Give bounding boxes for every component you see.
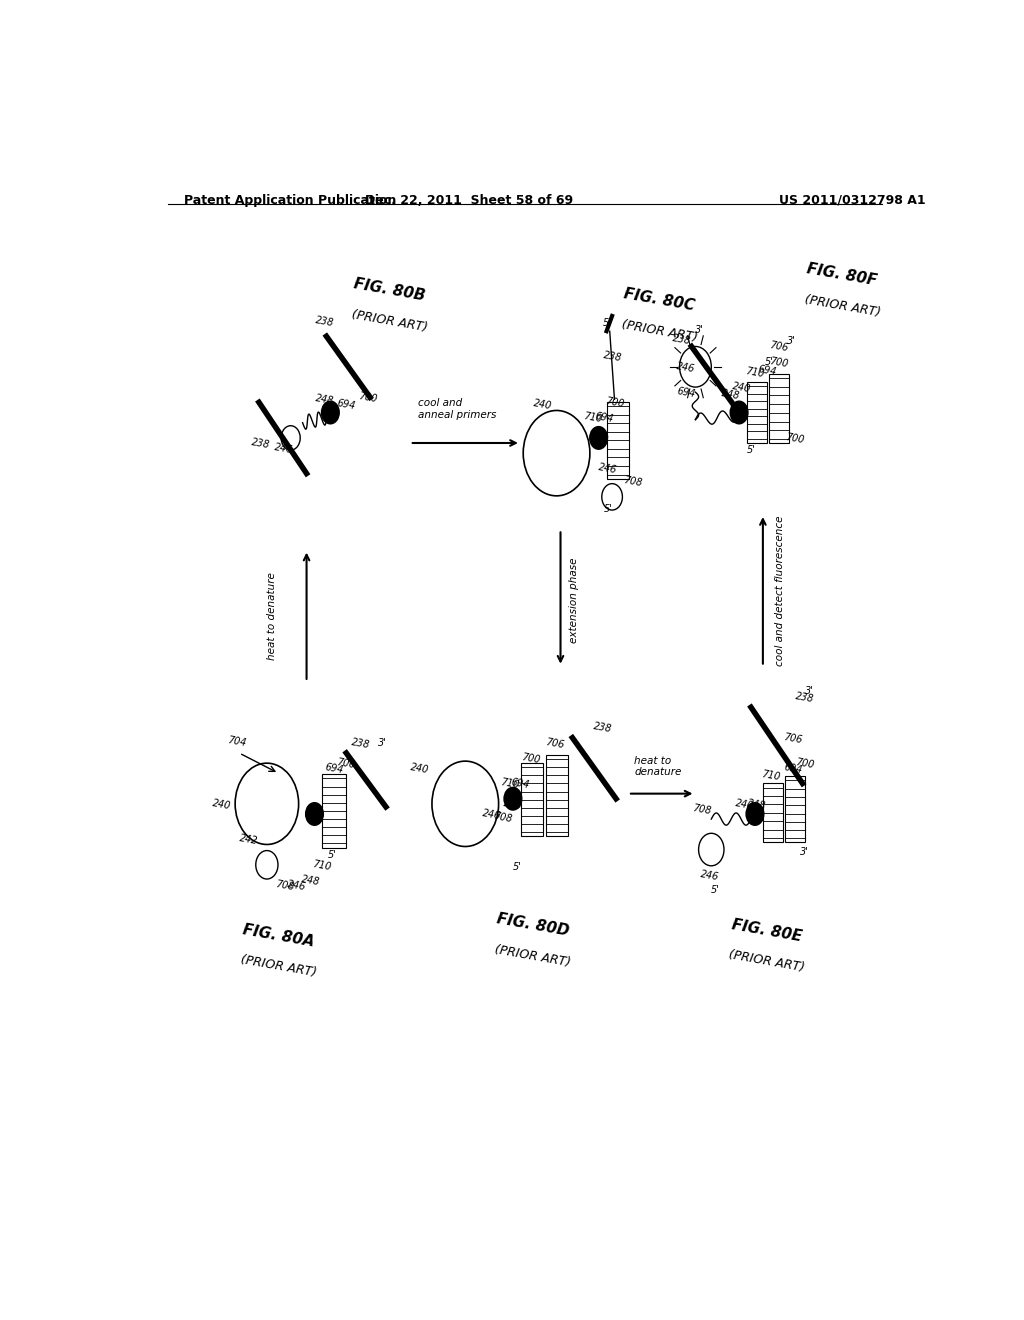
Text: 3': 3' — [378, 738, 387, 748]
Text: 5': 5' — [765, 356, 774, 367]
Text: 710: 710 — [744, 366, 765, 379]
Text: 694: 694 — [758, 364, 777, 378]
Text: 694: 694 — [324, 762, 344, 775]
Text: FIG. 80C: FIG. 80C — [623, 286, 696, 314]
Text: 700: 700 — [768, 355, 788, 368]
Text: 240: 240 — [731, 381, 752, 395]
Text: 3': 3' — [805, 686, 814, 696]
Circle shape — [306, 803, 324, 825]
Text: 3': 3' — [695, 325, 705, 335]
Text: 710: 710 — [312, 859, 333, 873]
Text: Dec. 22, 2011  Sheet 58 of 69: Dec. 22, 2011 Sheet 58 of 69 — [366, 194, 573, 207]
Text: 246: 246 — [287, 879, 307, 892]
Text: 240: 240 — [532, 399, 553, 412]
Text: 5': 5' — [712, 886, 720, 895]
Text: extension phase: extension phase — [569, 558, 580, 643]
Circle shape — [730, 401, 748, 424]
Text: 238: 238 — [795, 692, 815, 704]
Text: 5': 5' — [748, 445, 756, 455]
Text: 240: 240 — [211, 797, 231, 810]
FancyBboxPatch shape — [748, 381, 767, 444]
Text: 3': 3' — [786, 337, 796, 346]
Text: 240: 240 — [410, 762, 430, 775]
Text: 248: 248 — [503, 797, 523, 810]
Text: 248: 248 — [301, 874, 322, 887]
Text: 238: 238 — [251, 437, 271, 450]
Text: 708: 708 — [623, 475, 643, 488]
Text: 248: 248 — [590, 432, 610, 445]
FancyBboxPatch shape — [606, 403, 629, 479]
Text: 706: 706 — [545, 737, 565, 750]
Text: 246: 246 — [699, 869, 720, 882]
Text: 708: 708 — [494, 810, 513, 824]
Text: 248: 248 — [721, 388, 741, 401]
Circle shape — [746, 803, 764, 825]
Text: 710: 710 — [583, 412, 603, 425]
Text: cool and
anneal primers: cool and anneal primers — [418, 399, 496, 420]
Text: (PRIOR ART): (PRIOR ART) — [240, 953, 317, 979]
Text: 700: 700 — [358, 391, 378, 404]
Text: 706: 706 — [769, 341, 790, 354]
Text: 248: 248 — [314, 393, 335, 407]
Text: 700: 700 — [336, 758, 356, 771]
Text: FIG. 80D: FIG. 80D — [496, 911, 570, 939]
Text: 5': 5' — [602, 318, 611, 329]
Text: cool and detect fluorescence: cool and detect fluorescence — [775, 515, 784, 665]
Text: US 2011/0312798 A1: US 2011/0312798 A1 — [778, 194, 926, 207]
Text: 5': 5' — [604, 504, 613, 513]
FancyBboxPatch shape — [521, 763, 543, 837]
Text: 700: 700 — [521, 752, 541, 766]
Text: 238: 238 — [672, 333, 692, 346]
Text: 5': 5' — [513, 862, 522, 873]
Text: 238: 238 — [314, 315, 335, 329]
Text: 694: 694 — [782, 762, 803, 775]
Text: 694: 694 — [336, 399, 356, 412]
FancyBboxPatch shape — [785, 776, 805, 842]
Text: 238: 238 — [350, 737, 371, 750]
Text: (PRIOR ART): (PRIOR ART) — [494, 944, 571, 969]
Text: 694: 694 — [676, 387, 695, 399]
FancyBboxPatch shape — [323, 775, 346, 847]
Text: heat to denature: heat to denature — [267, 572, 276, 660]
Text: (PRIOR ART): (PRIOR ART) — [803, 293, 882, 319]
Text: 708: 708 — [691, 803, 712, 816]
Text: 238: 238 — [602, 351, 623, 364]
Text: 708: 708 — [274, 879, 295, 892]
Text: 246: 246 — [481, 808, 502, 821]
Text: 5': 5' — [328, 850, 337, 859]
Text: 246: 246 — [274, 442, 294, 455]
Text: FIG. 80E: FIG. 80E — [730, 917, 803, 944]
Text: FIG. 80A: FIG. 80A — [242, 921, 315, 949]
Text: 246: 246 — [598, 462, 618, 475]
Text: 700: 700 — [795, 758, 815, 771]
Text: 710: 710 — [500, 777, 519, 791]
Text: 694: 694 — [594, 412, 614, 425]
Text: 242: 242 — [239, 833, 259, 846]
Text: 700: 700 — [605, 396, 626, 409]
FancyBboxPatch shape — [769, 374, 790, 444]
Text: (PRIOR ART): (PRIOR ART) — [351, 308, 429, 334]
Text: 238: 238 — [592, 722, 612, 735]
Text: 248: 248 — [748, 797, 767, 810]
FancyBboxPatch shape — [546, 755, 568, 837]
Text: heat to
denature: heat to denature — [634, 756, 682, 777]
Circle shape — [504, 788, 521, 810]
Text: 246: 246 — [676, 360, 695, 374]
Text: 700: 700 — [784, 432, 805, 445]
Text: 240: 240 — [735, 797, 756, 810]
FancyBboxPatch shape — [763, 784, 782, 842]
Text: 3': 3' — [800, 846, 809, 857]
Text: 710: 710 — [761, 770, 780, 783]
Circle shape — [590, 426, 607, 449]
Text: (PRIOR ART): (PRIOR ART) — [621, 318, 698, 345]
Text: 704: 704 — [227, 735, 248, 748]
Text: (PRIOR ART): (PRIOR ART) — [728, 948, 806, 974]
Text: 706: 706 — [782, 731, 803, 744]
Text: Patent Application Publication: Patent Application Publication — [183, 194, 396, 207]
Text: FIG. 80B: FIG. 80B — [353, 276, 427, 304]
Text: FIG. 80F: FIG. 80F — [806, 261, 879, 289]
Circle shape — [322, 401, 339, 424]
Text: 694: 694 — [511, 777, 530, 791]
